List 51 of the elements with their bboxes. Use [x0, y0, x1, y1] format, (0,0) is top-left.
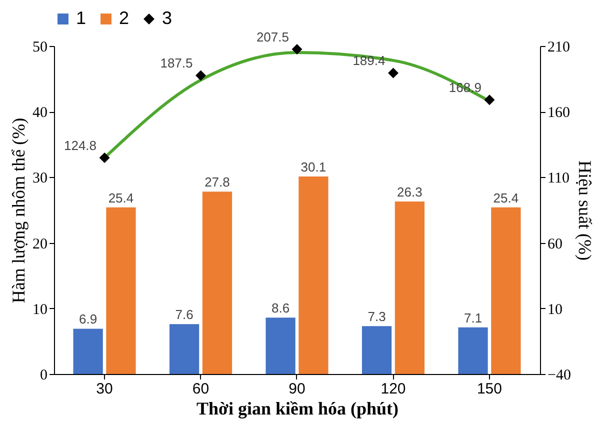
y2-tick-label: −40: [548, 368, 571, 384]
x-tick-label: 90: [288, 380, 306, 398]
point: [388, 68, 398, 78]
y-tick-label: 30: [32, 170, 48, 187]
point: [484, 94, 495, 106]
bar: [266, 318, 296, 374]
x-tick-label: 60: [192, 380, 210, 398]
bar: [362, 326, 392, 374]
data-label: 26.3: [397, 184, 422, 200]
legend-label: 1: [76, 8, 86, 28]
bar: [202, 192, 232, 374]
y-axis-title: Hàm lượng nhôm thể (%): [8, 118, 28, 304]
bar: [73, 328, 103, 374]
y-tick-label: 40: [32, 105, 48, 122]
x-tick-label: 30: [96, 380, 113, 398]
data-label: 124.8: [64, 138, 97, 153]
data-label: 207.5: [256, 29, 289, 44]
y-tick-label: 10: [32, 302, 48, 318]
point: [292, 44, 302, 55]
y2-tick-label: 160: [548, 105, 570, 122]
y2-tick-label: 110: [548, 170, 570, 187]
bar: [491, 207, 521, 374]
data-label: 25.4: [108, 190, 134, 206]
bar: [298, 176, 328, 374]
legend-label: 2: [119, 8, 130, 28]
data-label: 187.5: [160, 56, 193, 71]
data-label: 7.1: [464, 310, 482, 326]
point: [99, 152, 110, 164]
data-label: 6.9: [79, 312, 98, 327]
x-tick-label: 120: [380, 380, 406, 398]
bar: [458, 327, 488, 374]
y2-tick-label: 60: [548, 236, 562, 252]
data-label: 7.3: [368, 309, 386, 324]
y2-tick-label: 210: [548, 40, 570, 56]
data-label: 7.6: [175, 307, 194, 322]
legend-label: 3: [162, 8, 172, 28]
data-label: 8.6: [272, 300, 290, 316]
data-label: 27.8: [204, 174, 230, 190]
x-axis-title: Thời gian kiềm hóa (phút): [196, 398, 399, 418]
y-tick-label: 50: [32, 40, 48, 56]
y-tick-label: 0: [40, 368, 48, 384]
bar: [106, 207, 136, 374]
data-label: 30.1: [300, 160, 326, 175]
bar: [394, 201, 425, 374]
x-tick-label: 150: [476, 380, 502, 398]
y2-tick-label: 10: [548, 302, 562, 318]
y2-axis-title: Hiệu suất (%): [574, 160, 595, 260]
point: [196, 70, 206, 81]
bar: [169, 324, 200, 374]
y-tick-label: 20: [32, 236, 48, 252]
data-label: 25.4: [493, 190, 519, 206]
